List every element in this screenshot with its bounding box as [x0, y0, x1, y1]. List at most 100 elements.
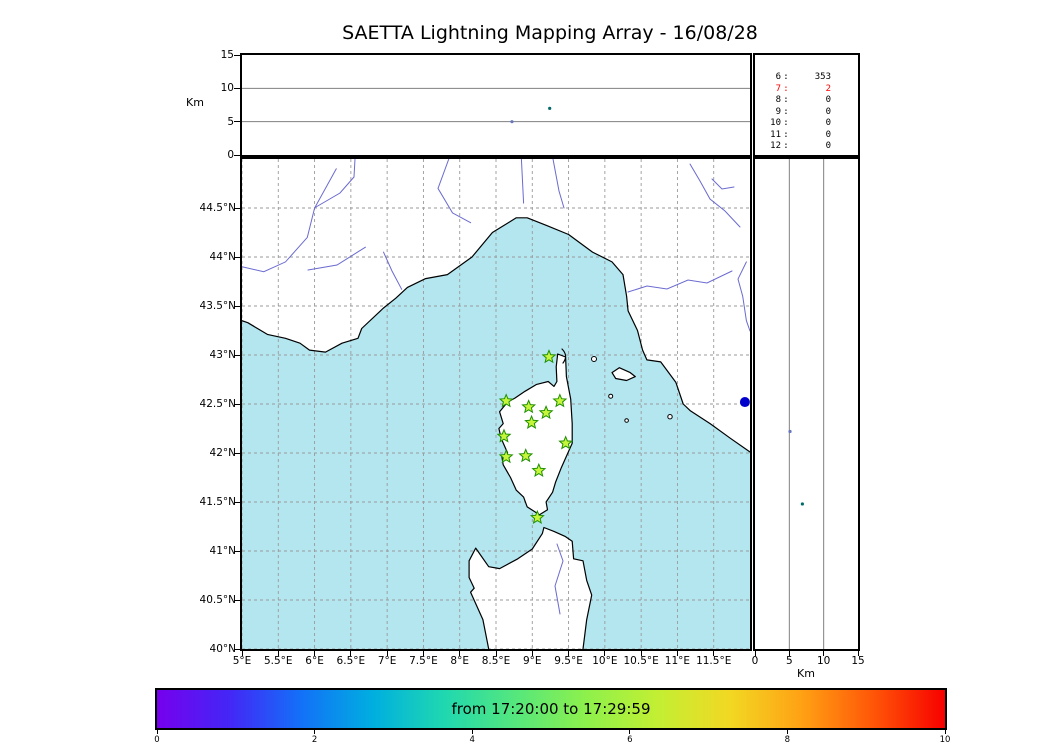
- river-scrivia: [520, 159, 525, 204]
- colorbar-tick-label: 0: [154, 735, 160, 745]
- stats-colon: :: [783, 129, 789, 140]
- station-stats-list: 6: 353 7: 2 8: 0 9: 0 10: 0 11: 0 12: 0: [755, 55, 858, 153]
- lat-tick-label: 42.5°N: [199, 398, 236, 410]
- river-durance: [242, 168, 337, 273]
- stats-colon: :: [783, 118, 789, 128]
- stats-colon: :: [783, 72, 789, 82]
- lma-station-marker: [558, 435, 574, 450]
- lon-tick-mark: [495, 651, 497, 656]
- stats-row: 11: 0: [763, 130, 858, 142]
- lon-tick-mark: [604, 651, 606, 656]
- colorbar-tick-label: 8: [784, 735, 791, 745]
- colorbar-tick-mark: [944, 730, 946, 734]
- lat-tick-label: 42°N: [209, 447, 236, 459]
- lon-tick-label: 5°E: [232, 655, 252, 667]
- lat-tick-mark: [234, 305, 240, 307]
- time-colorbar: from 17:20:00 to 17:29:59: [155, 688, 947, 730]
- lon-tick-label: 8.5°E: [481, 655, 511, 667]
- top-km-tick-mark: [234, 54, 240, 56]
- lat-tick-mark: [234, 501, 240, 503]
- stats-station-count: 7: [775, 83, 781, 94]
- top-km-tick-mark: [234, 87, 240, 89]
- lon-tick-label: 6°E: [305, 655, 324, 667]
- stats-source-count: 2: [825, 83, 831, 94]
- sardinia-coastline: [468, 526, 593, 649]
- right-km-tick-label: 15: [851, 655, 865, 667]
- lat-tick-label: 41.5°N: [199, 496, 236, 508]
- stats-colon: :: [783, 95, 789, 105]
- lon-tick-label: 11.5°E: [696, 655, 732, 667]
- lma-station-marker: [498, 393, 514, 408]
- river-ubaye: [315, 159, 356, 208]
- stats-station-count: 9: [775, 106, 781, 117]
- mainland-europe-land: [242, 159, 750, 452]
- river-trebbia: [552, 159, 565, 209]
- elba-island: [611, 367, 636, 382]
- lma-station-marker: [518, 448, 534, 463]
- lightning-source-point: [788, 429, 792, 434]
- stats-station-count: 6: [775, 72, 781, 82]
- station-stats-panel: 6: 353 7: 2 8: 0 9: 0 10: 0 11: 0 12: 0: [753, 53, 860, 157]
- lon-tick-mark: [531, 651, 533, 656]
- colorbar-tick-mark: [786, 730, 788, 734]
- lon-tick-mark: [277, 651, 279, 656]
- page-title: SAETTA Lightning Mapping Array - 16/08/2…: [342, 22, 758, 44]
- stats-source-count: 0: [825, 129, 831, 140]
- mainland-coastline: [242, 217, 750, 453]
- river-reno-branch: [711, 178, 735, 190]
- lma-station-marker: [498, 449, 514, 464]
- lat-tick-mark: [234, 256, 240, 258]
- top-panel-ylabel: Km: [186, 96, 204, 109]
- lightning-events-group: [739, 397, 750, 408]
- lat-tick-mark: [234, 648, 240, 650]
- altitude-latitude-panel: [753, 157, 860, 651]
- sardinia-land: [469, 527, 592, 649]
- top-km-tick-label: 0: [227, 149, 234, 161]
- river-var: [383, 251, 403, 290]
- lon-tick-label: 5.5°E: [263, 655, 293, 667]
- stats-row: 6: 353: [763, 72, 858, 84]
- river-sardinia: [554, 543, 564, 615]
- lon-tick-mark: [568, 651, 570, 656]
- capraia-islet: [591, 356, 597, 362]
- lma-stations-group: [496, 349, 574, 525]
- lightning-source-point: [510, 120, 514, 124]
- lightning-source-point: [800, 502, 804, 506]
- river-verdon: [307, 246, 366, 271]
- lightning-event-cluster: [739, 397, 750, 408]
- lat-tick-mark: [234, 550, 240, 552]
- stats-station-count: 12: [770, 141, 781, 151]
- lightning-source-point: [548, 106, 552, 110]
- lon-tick-mark: [676, 651, 678, 656]
- stats-row: 9: 0: [763, 107, 858, 119]
- lon-tick-mark: [350, 651, 352, 656]
- lat-tick-label: 44°N: [209, 251, 236, 263]
- lma-station-marker: [541, 349, 557, 364]
- lon-tick-label: 9.5°E: [554, 655, 583, 667]
- lat-tick-label: 44.5°N: [199, 202, 236, 214]
- river-reno: [689, 163, 741, 228]
- lon-tick-label: 7°E: [377, 655, 397, 667]
- lat-tick-label: 43°N: [209, 349, 236, 361]
- stats-row: 10: 0: [763, 118, 858, 130]
- lon-tick-mark: [386, 651, 388, 656]
- lma-station-marker: [521, 399, 537, 414]
- lon-tick-label: 11°E: [664, 655, 691, 667]
- lon-tick-label: 7.5°E: [409, 655, 438, 667]
- colorbar-tick-mark: [156, 730, 158, 734]
- lma-station-marker: [524, 414, 539, 429]
- colorbar-tick-label: 4: [469, 735, 475, 745]
- stats-row: 7: 2: [763, 84, 858, 96]
- colorbar-tick-mark: [471, 730, 473, 734]
- stats-row: 8: 0: [763, 95, 858, 107]
- lat-tick-mark: [234, 452, 240, 454]
- lat-tick-label: 41°N: [209, 545, 236, 557]
- right-km-tick-label: 10: [816, 655, 831, 667]
- river-arno: [627, 270, 733, 293]
- stats-source-count: 0: [825, 95, 831, 105]
- map-svg: [242, 159, 750, 649]
- right-km-tick-mark: [754, 651, 756, 656]
- colorbar-tick-mark: [314, 730, 316, 734]
- top-km-tick-mark: [234, 121, 240, 123]
